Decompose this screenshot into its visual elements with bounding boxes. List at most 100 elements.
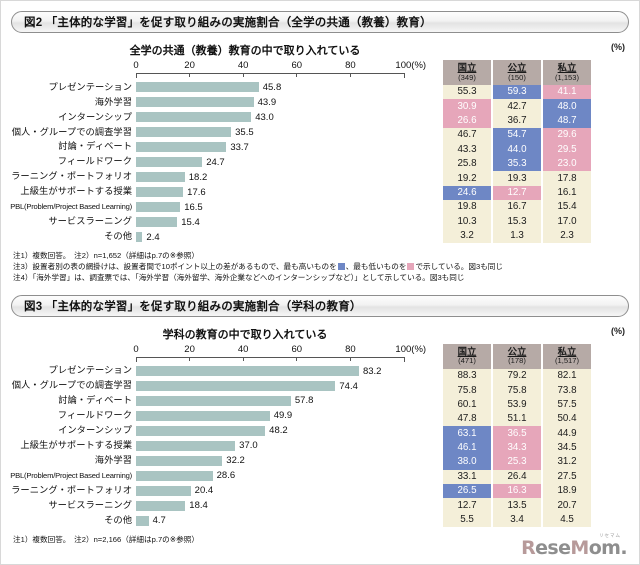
bar-track: 2.4 bbox=[136, 230, 441, 244]
bar-row: プレゼンテーション 83.2 bbox=[1, 364, 441, 378]
highest-color-swatch-icon bbox=[337, 262, 345, 270]
bar-category-label: フィールドワーク bbox=[57, 410, 132, 421]
bar-track: 43.0 bbox=[136, 110, 441, 124]
bar-value-label: 74.4 bbox=[339, 380, 358, 392]
table-cell: 46.7 bbox=[443, 128, 491, 143]
bar-value-label: 24.7 bbox=[206, 156, 225, 168]
bar bbox=[136, 425, 266, 436]
bar-value-label: 48.2 bbox=[269, 425, 288, 437]
table-cell: 48.0 bbox=[543, 99, 591, 114]
figure-3-axis-line bbox=[136, 356, 404, 358]
column-header-count: (471) bbox=[458, 356, 476, 366]
bar-category-label: インターンシップ bbox=[58, 425, 132, 436]
figure-2-chart-area: 0 20 40 60 80 100(%) プレゼンテーション 45.8 海外学習 43.9 インタ… bbox=[1, 60, 639, 245]
bar-row: 討論・ディベート 57.8 bbox=[1, 394, 441, 408]
bar-row: その他 4.7 bbox=[1, 514, 441, 528]
bar-row: その他 2.4 bbox=[1, 230, 441, 244]
bar bbox=[136, 515, 149, 526]
column-header-name: 公立 bbox=[507, 61, 527, 73]
figure-3-notes: 注1）複数回答。 注2）n=2,166（詳細はp.7の※参照） bbox=[13, 534, 639, 545]
table-column-header: 国立 (471) bbox=[443, 343, 491, 369]
bar-track: 18.2 bbox=[136, 170, 441, 184]
table-cell: 13.5 bbox=[493, 498, 541, 513]
table-header-row: 国立 (471) 公立 (178) 私立 (1,517) bbox=[443, 343, 591, 369]
table-cell: 24.6 bbox=[443, 185, 491, 201]
bar-row: ラーニング・ポートフォリオ 18.2 bbox=[1, 170, 441, 184]
bar-track: 83.2 bbox=[136, 364, 441, 378]
bar-value-label: 37.0 bbox=[239, 440, 258, 452]
column-header-count: (1,517) bbox=[554, 356, 580, 366]
table-cell: 82.1 bbox=[543, 368, 591, 384]
table-cell: 75.8 bbox=[443, 383, 491, 398]
axis-tick bbox=[403, 356, 405, 362]
bar-category-label: PBL(Problem/Project Based Learning) bbox=[10, 202, 132, 212]
table-row: 38.0 25.3 31.2 bbox=[443, 455, 591, 470]
axis-tick-label: 0 bbox=[133, 60, 139, 71]
table-cell: 44.9 bbox=[543, 426, 591, 441]
bar-track: 16.5 bbox=[136, 200, 441, 214]
bar-track: 18.4 bbox=[136, 499, 441, 513]
axis-tick-label: 80 bbox=[345, 343, 356, 355]
table-row: 33.1 26.4 27.5 bbox=[443, 469, 591, 484]
figure-2-percent-unit: (%) bbox=[611, 42, 625, 52]
axis-tick bbox=[242, 73, 244, 77]
table-cell: 16.3 bbox=[493, 483, 541, 499]
table-cell: 29.5 bbox=[543, 142, 591, 157]
bar-row: インターンシップ 48.2 bbox=[1, 424, 441, 438]
table-cell: 75.8 bbox=[493, 383, 541, 398]
bar bbox=[136, 97, 254, 108]
table-cell: 4.5 bbox=[543, 512, 591, 528]
bar-value-label: 32.2 bbox=[226, 455, 245, 467]
table-cell: 38.0 bbox=[443, 455, 491, 470]
watermark-ruby: リセマム bbox=[599, 532, 621, 538]
table-row: 47.8 51.1 50.4 bbox=[443, 412, 591, 427]
bar-row: フィールドワーク 49.9 bbox=[1, 409, 441, 423]
axis-tick bbox=[296, 73, 298, 77]
table-row: 46.7 54.7 29.6 bbox=[443, 128, 591, 143]
table-row: 19.2 19.3 17.8 bbox=[443, 171, 591, 186]
bar-row: PBL(Problem/Project Based Learning) 28.6 bbox=[1, 469, 441, 483]
column-header-count: (349) bbox=[458, 72, 476, 82]
bar-track: 49.9 bbox=[136, 409, 441, 423]
table-cell: 41.1 bbox=[543, 85, 591, 100]
bar-track: 24.7 bbox=[136, 155, 441, 169]
table-cell: 3.2 bbox=[443, 228, 491, 244]
bar-track: 15.4 bbox=[136, 215, 441, 229]
table-cell: 42.7 bbox=[493, 99, 541, 114]
table-row: 3.2 1.3 2.3 bbox=[443, 228, 591, 244]
table-row: 30.9 42.7 48.0 bbox=[443, 99, 591, 114]
bar-value-label: 35.5 bbox=[235, 126, 254, 138]
bar-category-label: 上級生がサポートする授業 bbox=[20, 440, 132, 451]
bar-value-label: 15.4 bbox=[181, 216, 200, 228]
bar bbox=[136, 187, 184, 198]
bar-track: 28.6 bbox=[136, 469, 441, 483]
bar-track: 43.9 bbox=[136, 95, 441, 109]
table-column-header: 公立 (178) bbox=[493, 343, 541, 369]
axis-tick-label: 80 bbox=[345, 60, 356, 71]
table-cell: 3.4 bbox=[493, 512, 541, 528]
bar-category-label: 海外学習 bbox=[94, 455, 132, 466]
table-cell: 79.2 bbox=[493, 368, 541, 384]
table-row: 12.7 13.5 20.7 bbox=[443, 498, 591, 513]
table-cell: 12.7 bbox=[493, 185, 541, 201]
axis-tick-label: 20 bbox=[184, 343, 195, 355]
table-cell: 34.3 bbox=[493, 440, 541, 456]
figure-3-chart-caption: 学科の教育の中で取り入れている (%) bbox=[1, 326, 639, 342]
bar-category-label: サービスラーニング bbox=[48, 500, 132, 511]
bar bbox=[136, 217, 178, 228]
figure-2-note-3: 注3）設置者別の表の網掛けは、設置者間で10ポイント以上の差があるもので、最も高… bbox=[13, 261, 503, 271]
bar-value-label: 49.9 bbox=[273, 410, 293, 422]
bar-row: ラーニング・ポートフォリオ 20.4 bbox=[1, 484, 441, 498]
table-cell: 46.1 bbox=[443, 440, 491, 456]
bar bbox=[136, 455, 223, 466]
bar-track: 4.7 bbox=[136, 514, 441, 528]
axis-tick bbox=[189, 73, 191, 77]
bar-category-label: サービスラーニング bbox=[48, 216, 132, 227]
bar-category-label: プレゼンテーション bbox=[48, 81, 133, 92]
bar-row: PBL(Problem/Project Based Learning) 16.5 bbox=[1, 200, 441, 214]
table-cell: 17.8 bbox=[543, 171, 591, 186]
table-row: 10.3 15.3 17.0 bbox=[443, 214, 591, 229]
table-row: 60.1 53.9 57.5 bbox=[443, 397, 591, 412]
column-header-name: 私立 bbox=[557, 61, 577, 73]
axis-tick bbox=[135, 356, 137, 362]
